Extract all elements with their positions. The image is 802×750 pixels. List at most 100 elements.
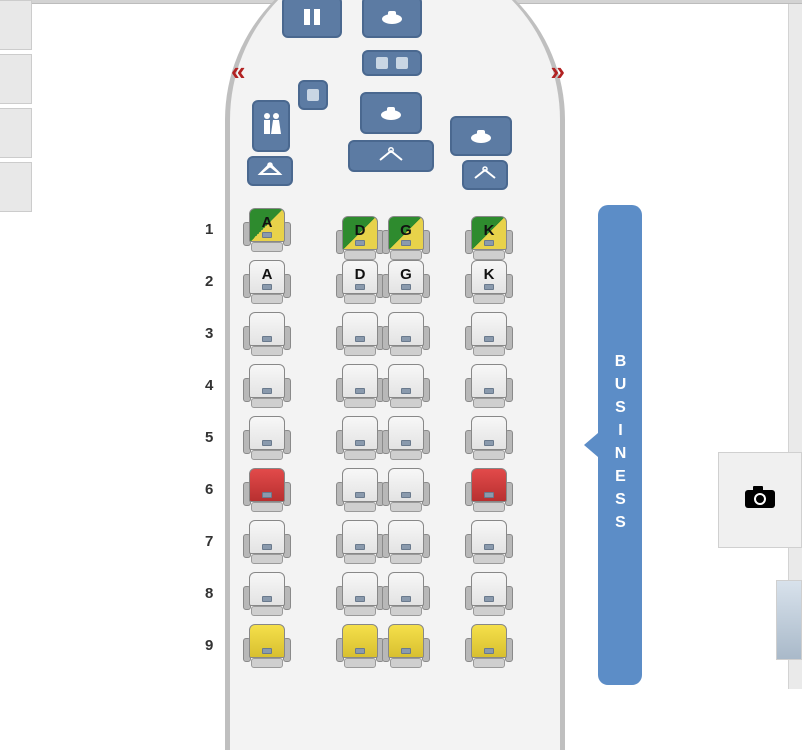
left-tab[interactable] bbox=[0, 162, 32, 212]
seat-9G[interactable] bbox=[384, 624, 428, 668]
seat-8K[interactable] bbox=[467, 572, 511, 616]
seat-6K[interactable] bbox=[467, 468, 511, 512]
seat-letter: G bbox=[384, 266, 428, 283]
seat-8D[interactable] bbox=[338, 572, 382, 616]
seat-6G[interactable] bbox=[384, 468, 428, 512]
seat-3A[interactable] bbox=[245, 312, 289, 356]
seat-group bbox=[245, 624, 289, 668]
seat-1G[interactable]: G bbox=[384, 216, 428, 260]
seat-row: 7 bbox=[185, 517, 605, 569]
left-tab[interactable] bbox=[0, 54, 32, 104]
seat-group bbox=[467, 572, 511, 616]
seat-4A[interactable] bbox=[245, 364, 289, 408]
seat-7A[interactable] bbox=[245, 520, 289, 564]
seat-group: DG bbox=[338, 260, 428, 304]
seat-5K[interactable] bbox=[467, 416, 511, 460]
exit-arrow-right-icon: » bbox=[551, 56, 555, 87]
seat-3D[interactable] bbox=[338, 312, 382, 356]
seat-9A[interactable] bbox=[245, 624, 289, 668]
seat-group bbox=[245, 572, 289, 616]
seat-2G[interactable]: G bbox=[384, 260, 428, 304]
row-number: 3 bbox=[205, 325, 213, 342]
seat-row: 2 A DG K bbox=[185, 257, 605, 309]
seat-row: 4 bbox=[185, 361, 605, 413]
seat-group bbox=[245, 364, 289, 408]
seat-group bbox=[467, 416, 511, 460]
seat-letter: K bbox=[467, 266, 511, 283]
seat-8G[interactable] bbox=[384, 572, 428, 616]
seat-group bbox=[245, 468, 289, 512]
seat-6A[interactable] bbox=[245, 468, 289, 512]
galley-icon bbox=[362, 0, 422, 38]
left-tab-strip bbox=[0, 0, 32, 216]
seat-7K[interactable] bbox=[467, 520, 511, 564]
seat-7D[interactable] bbox=[338, 520, 382, 564]
seat-grid: 1ADGK2ADGK3456789 bbox=[185, 205, 605, 673]
seat-group bbox=[245, 520, 289, 564]
seat-group bbox=[467, 312, 511, 356]
seat-2K[interactable]: K bbox=[467, 260, 511, 304]
row-number: 7 bbox=[205, 533, 213, 550]
thumbnail-preview[interactable] bbox=[776, 580, 802, 660]
seat-row: 5 bbox=[185, 413, 605, 465]
seat-group bbox=[338, 520, 428, 564]
seat-2D[interactable]: D bbox=[338, 260, 382, 304]
seat-group bbox=[245, 312, 289, 356]
seat-1D[interactable]: D bbox=[338, 216, 382, 260]
seat-4D[interactable] bbox=[338, 364, 382, 408]
lavatory-icon bbox=[282, 0, 342, 38]
seat-9D[interactable] bbox=[338, 624, 382, 668]
photo-panel[interactable] bbox=[718, 452, 802, 548]
seat-letter: D bbox=[338, 222, 382, 239]
seat-group bbox=[338, 312, 428, 356]
seat-group bbox=[338, 572, 428, 616]
seat-group bbox=[338, 416, 428, 460]
row-number: 2 bbox=[205, 273, 213, 290]
seat-letter: G bbox=[384, 222, 428, 239]
row-number: 5 bbox=[205, 429, 213, 446]
seat-group bbox=[338, 468, 428, 512]
row-number: 1 bbox=[205, 221, 213, 238]
galley-icon bbox=[360, 92, 422, 134]
seat-letter: A bbox=[245, 214, 289, 231]
seat-3G[interactable] bbox=[384, 312, 428, 356]
seat-5G[interactable] bbox=[384, 416, 428, 460]
seat-row: 1 A DG K bbox=[185, 205, 605, 257]
seat-group bbox=[338, 364, 428, 408]
window-icon bbox=[298, 80, 328, 110]
seat-1K[interactable]: K bbox=[467, 216, 511, 260]
galley-icon bbox=[450, 116, 512, 156]
cabin-class-label: BUSINESS bbox=[598, 205, 642, 685]
seat-letter: D bbox=[338, 266, 382, 283]
cabin-label-pointer-icon bbox=[584, 433, 598, 457]
seat-group: K bbox=[467, 216, 511, 260]
seat-8A[interactable] bbox=[245, 572, 289, 616]
seat-letter: K bbox=[467, 222, 511, 239]
seat-3K[interactable] bbox=[467, 312, 511, 356]
seat-group: A bbox=[245, 260, 289, 304]
cabin-class-text: BUSINESS bbox=[611, 353, 629, 537]
seat-group bbox=[467, 468, 511, 512]
camera-icon bbox=[743, 484, 777, 517]
row-number: 4 bbox=[205, 377, 213, 394]
exit-window-icon bbox=[362, 50, 422, 76]
left-tab[interactable] bbox=[0, 0, 32, 50]
row-number: 9 bbox=[205, 637, 213, 654]
seat-row: 9 bbox=[185, 621, 605, 673]
seat-row: 6 bbox=[185, 465, 605, 517]
seat-group bbox=[467, 364, 511, 408]
seat-5D[interactable] bbox=[338, 416, 382, 460]
left-tab[interactable] bbox=[0, 108, 32, 158]
seat-4K[interactable] bbox=[467, 364, 511, 408]
seat-7G[interactable] bbox=[384, 520, 428, 564]
seat-map: « » 1ADGK2ADGK3456789 bbox=[185, 0, 605, 689]
seat-5A[interactable] bbox=[245, 416, 289, 460]
seat-1A[interactable]: A bbox=[245, 208, 289, 252]
closet-icon bbox=[247, 156, 293, 186]
seat-2A[interactable]: A bbox=[245, 260, 289, 304]
seat-6D[interactable] bbox=[338, 468, 382, 512]
seat-9K[interactable] bbox=[467, 624, 511, 668]
row-number: 6 bbox=[205, 481, 213, 498]
closet-icon bbox=[462, 160, 508, 190]
seat-4G[interactable] bbox=[384, 364, 428, 408]
